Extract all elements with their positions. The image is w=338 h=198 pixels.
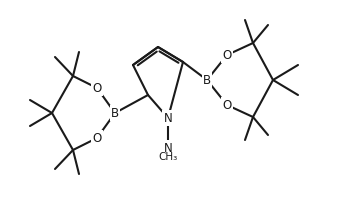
Text: B: B [203, 73, 211, 87]
Text: N: N [164, 142, 172, 154]
Text: O: O [222, 49, 232, 62]
Text: N: N [164, 111, 172, 125]
Text: O: O [92, 131, 102, 145]
Text: O: O [92, 82, 102, 94]
Text: B: B [111, 107, 119, 120]
Text: CH₃: CH₃ [159, 152, 178, 162]
Text: O: O [222, 98, 232, 111]
